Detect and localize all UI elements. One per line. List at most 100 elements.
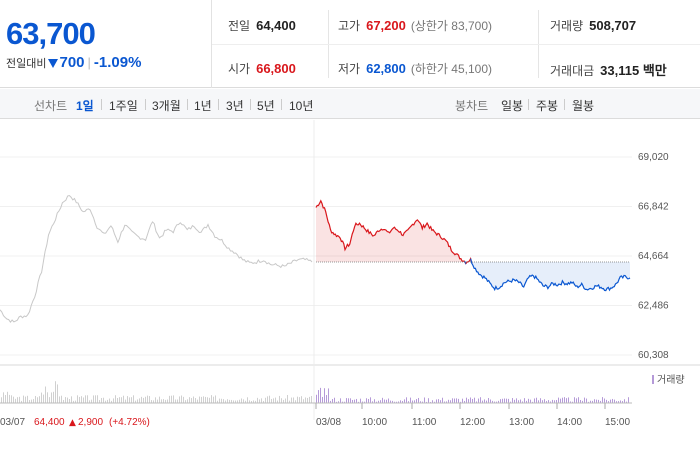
stat-value: 67,200 xyxy=(366,18,406,33)
volume-bar xyxy=(5,395,6,403)
volume-bar xyxy=(492,400,493,403)
toolbar-divider xyxy=(187,99,188,110)
volume-bar xyxy=(540,398,541,403)
volume-bar xyxy=(534,398,535,403)
volume-bar xyxy=(342,401,343,403)
volume-bar xyxy=(326,395,327,403)
volume-bar xyxy=(253,400,254,403)
volume-bar xyxy=(396,401,397,403)
volume-bar xyxy=(127,396,128,403)
volume-bar xyxy=(622,401,623,403)
volume-bar xyxy=(562,397,563,403)
volume-bar xyxy=(554,400,555,403)
volume-bar xyxy=(320,387,321,403)
volume-bar xyxy=(464,400,465,403)
period-5y-tab[interactable]: 5년 xyxy=(257,99,275,113)
volume-bar xyxy=(157,399,158,403)
volume-bar xyxy=(504,398,505,403)
change-label: 전일대비 xyxy=(6,58,47,70)
volume-bar xyxy=(231,399,232,403)
volume-bar xyxy=(229,399,230,403)
volume-bar xyxy=(386,399,387,403)
volume-bar xyxy=(87,395,88,403)
volume-bar xyxy=(43,394,44,403)
period-1w-tab[interactable]: 1주일 xyxy=(109,99,138,113)
volume-bar xyxy=(450,400,451,403)
volume-bar xyxy=(346,398,347,403)
volume-bar xyxy=(592,400,593,403)
stat-key: 시가 xyxy=(228,62,251,76)
volume-bar xyxy=(408,401,409,403)
volume-bar xyxy=(494,401,495,403)
volume-bar xyxy=(596,399,597,403)
volume-bar xyxy=(414,400,415,403)
volume-bar xyxy=(173,395,174,403)
volume-bar xyxy=(434,401,435,403)
candle-weekly-tab[interactable]: 주봉 xyxy=(536,99,559,113)
volume-bar xyxy=(484,399,485,403)
volume-bar xyxy=(151,400,152,403)
volume-bar xyxy=(195,398,196,403)
volume-bar xyxy=(440,400,441,403)
volume-bar xyxy=(394,401,395,403)
volume-bar xyxy=(39,396,40,403)
volume-bar xyxy=(530,399,531,403)
stat-high: 고가 67,200 (상한가 83,700) xyxy=(338,17,492,34)
volume-bar xyxy=(546,401,547,403)
candle-daily-tab[interactable]: 일봉 xyxy=(501,99,524,113)
volume-bar xyxy=(31,399,32,403)
volume-bar xyxy=(29,400,30,403)
y-tick-label: 69,020 xyxy=(638,152,669,163)
volume-bar xyxy=(255,400,256,403)
volume-bar xyxy=(219,398,220,403)
volume-bar xyxy=(370,397,371,403)
volume-bar xyxy=(115,395,116,403)
candle-monthly-tab[interactable]: 월봉 xyxy=(572,99,595,113)
stat-low: 저가 62,800 (하한가 45,100) xyxy=(338,60,492,77)
volume-bar xyxy=(548,400,549,403)
volume-bar xyxy=(215,395,216,403)
volume-bar xyxy=(580,399,581,403)
volume-bar xyxy=(600,400,601,403)
volume-bar xyxy=(137,399,138,403)
volume-bar xyxy=(197,399,198,403)
period-3m-tab[interactable]: 3개월 xyxy=(152,99,181,113)
volume-bar xyxy=(289,400,290,403)
y-tick-label: 60,308 xyxy=(638,350,669,361)
volume-bar xyxy=(285,398,286,403)
period-3y-tab[interactable]: 3년 xyxy=(226,99,244,113)
volume-bar xyxy=(63,399,64,403)
volume-bar xyxy=(390,400,391,403)
volume-bar xyxy=(45,386,46,403)
volume-bar xyxy=(7,391,8,403)
period-1y-tab[interactable]: 1년 xyxy=(194,99,212,113)
volume-bar xyxy=(245,400,246,403)
volume-bar xyxy=(237,400,238,403)
volume-bar xyxy=(490,399,491,403)
volume-bar xyxy=(71,396,72,403)
volume-bar xyxy=(522,401,523,403)
period-10y-tab[interactable]: 10년 xyxy=(289,99,314,113)
volume-bar xyxy=(618,401,619,403)
volume-bar xyxy=(378,400,379,403)
volume-bar xyxy=(79,396,80,403)
period-1d-tab[interactable]: 1일 xyxy=(76,99,94,113)
volume-bar xyxy=(608,401,609,403)
volume-bar xyxy=(107,399,108,403)
volume-bar xyxy=(412,400,413,403)
volume-bar xyxy=(362,401,363,403)
volume-bar xyxy=(205,396,206,403)
volume-bar xyxy=(520,399,521,403)
volume-bar xyxy=(344,401,345,403)
volume-bar xyxy=(550,401,551,403)
current-price: 63,700 xyxy=(6,16,96,51)
volume-bar xyxy=(374,399,375,403)
change-amount: 700 xyxy=(59,54,85,71)
volume-bar xyxy=(624,399,625,403)
x-tick-label: 11:00 xyxy=(412,417,437,428)
volume-bar xyxy=(311,395,312,403)
volume-bar xyxy=(15,398,16,403)
volume-bar xyxy=(406,397,407,403)
volume-bar xyxy=(576,398,577,403)
x-tick-label: 03/08 xyxy=(316,417,341,428)
